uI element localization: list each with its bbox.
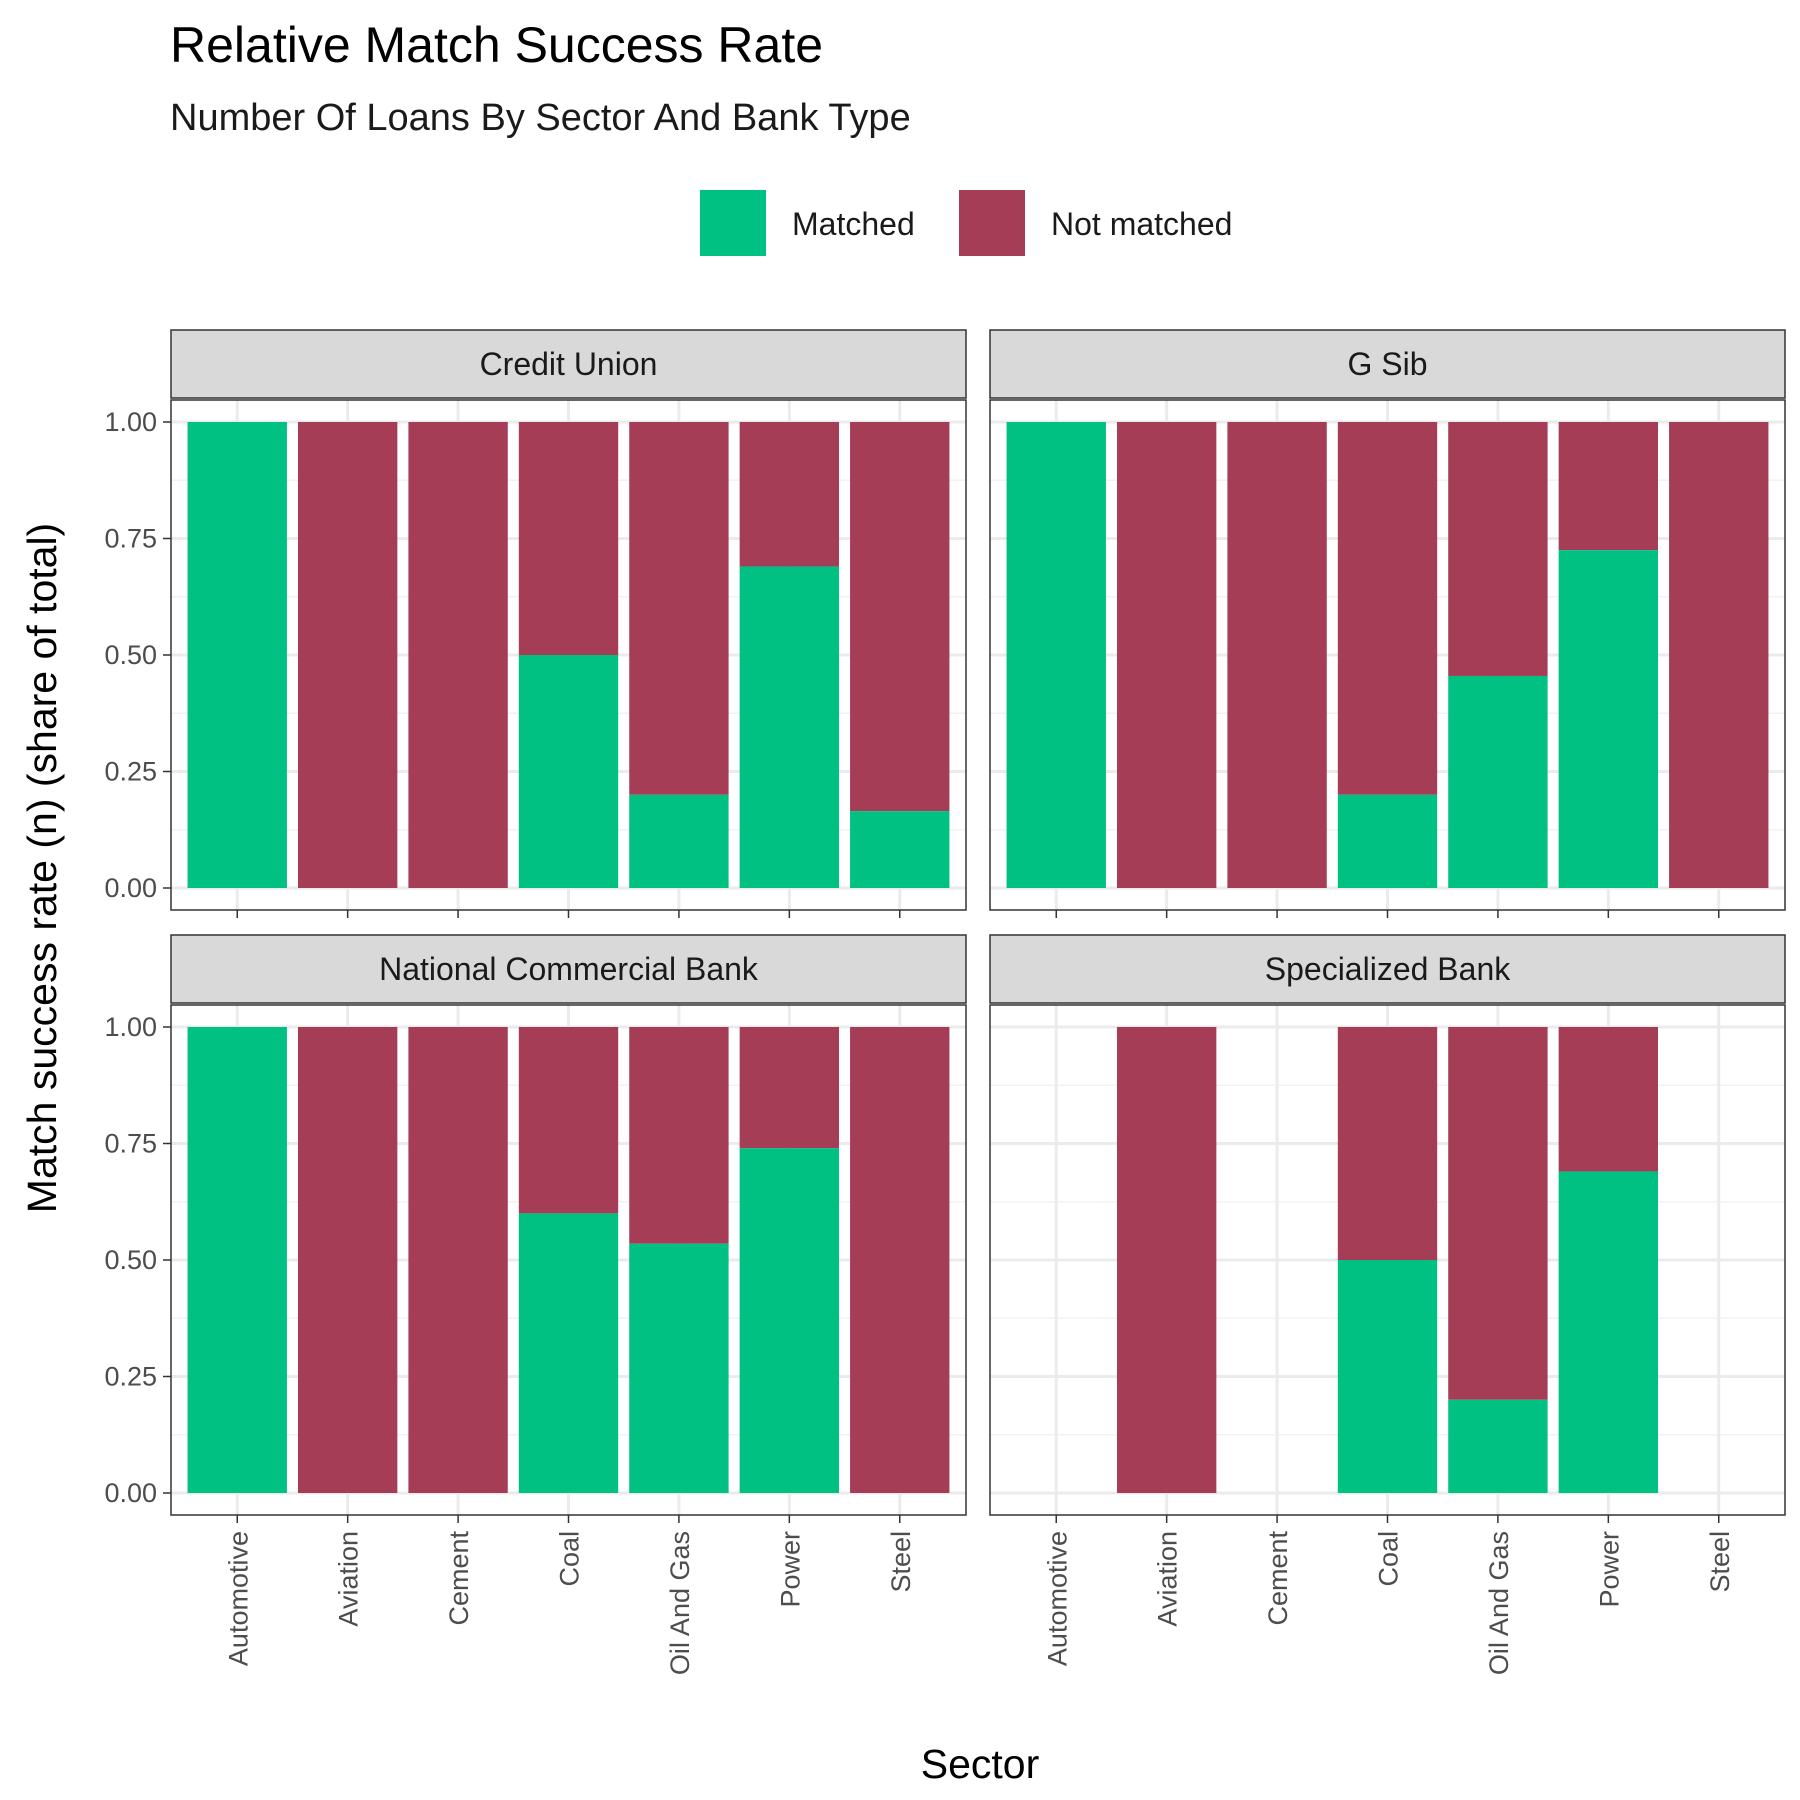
facet-strip [170,329,967,399]
bar-credit-union-oil-and-gas-matched [629,794,729,888]
chart-title: Relative Match Success Rate [170,17,823,73]
bar-g-sib-power-matched [1558,550,1659,888]
bar-specialized-bank-power-not-matched [1558,1027,1659,1172]
bar-g-sib-automotive-matched [1006,422,1106,888]
bar-g-sib-oil-and-gas-matched [1448,675,1548,888]
facet-strip-label: National Commercial Bank [379,951,759,987]
legend-label-matched: Matched [792,206,915,242]
bar-national-commercial-bank-power-matched [739,1148,840,1493]
bar-credit-union-steel-not-matched [850,422,950,812]
bar-national-commercial-bank-cement-not-matched [408,1027,508,1493]
bar-specialized-bank-power-matched [1558,1171,1659,1493]
y-tick-label: 0.00 [104,873,157,903]
x-tick-label: Power [1594,1531,1624,1608]
x-tick-label: Power [775,1531,805,1608]
x-tick-label: Automotive [1042,1531,1072,1666]
bar-credit-union-aviation-not-matched [297,422,398,888]
bar-g-sib-coal-not-matched [1337,422,1438,795]
x-tick-label: Oil And Gas [665,1531,695,1675]
y-tick-label: 0.25 [104,1362,157,1392]
bar-credit-union-steel-matched [850,811,950,888]
x-tick-label: Aviation [334,1531,364,1627]
bar-national-commercial-bank-power-not-matched [739,1027,840,1149]
bar-national-commercial-bank-oil-and-gas-matched [629,1243,729,1493]
bar-national-commercial-bank-coal-not-matched [518,1027,619,1214]
bar-g-sib-oil-and-gas-not-matched [1448,422,1548,676]
y-tick-label: 0.50 [104,640,157,670]
bar-specialized-bank-aviation-not-matched [1116,1027,1217,1493]
y-tick-label: 0.75 [104,524,157,554]
bar-national-commercial-bank-coal-matched [518,1213,619,1493]
facet-strip-label: Specialized Bank [1265,951,1511,987]
y-tick-label: 1.00 [104,1012,157,1042]
y-tick-label: 0.50 [104,1245,157,1275]
bar-g-sib-cement-not-matched [1227,422,1327,888]
x-tick-label: Steel [886,1531,916,1593]
bar-g-sib-coal-matched [1337,794,1438,888]
legend-label-not-matched: Not matched [1051,206,1232,242]
x-tick-label: Oil And Gas [1484,1531,1514,1675]
x-tick-label: Coal [555,1531,585,1587]
facet-strip [989,329,1786,399]
y-tick-label: 0.00 [104,1478,157,1508]
bar-credit-union-power-not-matched [739,422,840,567]
bar-credit-union-coal-not-matched [518,422,619,655]
bar-specialized-bank-coal-matched [1337,1260,1438,1493]
bar-credit-union-automotive-matched [187,422,287,888]
bar-national-commercial-bank-oil-and-gas-not-matched [629,1027,729,1244]
bar-credit-union-cement-not-matched [408,422,508,888]
bar-g-sib-steel-not-matched [1669,422,1769,888]
y-tick-label: 1.00 [104,407,157,437]
facet-panel-g-sib: G Sib [989,329,1786,918]
facet-strip [170,934,967,1004]
facet-strip-label: Credit Union [480,346,658,382]
x-tick-label: Cement [444,1531,474,1626]
legend-swatch-not-matched [959,190,1025,256]
facet-strip-label: G Sib [1347,346,1427,382]
bar-credit-union-coal-matched [518,655,619,888]
x-tick-label: Cement [1263,1531,1293,1626]
facet-panel-credit-union: Credit Union 0.00 0.25 0.50 0.75 1.00 [104,329,967,918]
bar-specialized-bank-oil-and-gas-not-matched [1448,1027,1548,1400]
facet-panel-national-commercial-bank: National Commercial Bank 0.00 0.25 0.50 0.75… [104,934,967,1675]
bar-credit-union-oil-and-gas-not-matched [629,422,729,795]
bar-specialized-bank-coal-not-matched [1337,1027,1438,1260]
y-axis-title: Match success rate (n) (share of total) [19,523,65,1213]
y-tick-label: 0.75 [104,1129,157,1159]
bar-g-sib-aviation-not-matched [1116,422,1217,888]
bar-g-sib-power-not-matched [1558,422,1659,551]
bar-national-commercial-bank-aviation-not-matched [297,1027,398,1493]
facet-panel-specialized-bank: Specialized Bank Automotive Aviation Cement… [989,934,1786,1675]
bar-national-commercial-bank-steel-not-matched [850,1027,950,1493]
bar-national-commercial-bank-automotive-matched [187,1027,287,1493]
legend-swatch-matched [700,190,766,256]
y-tick-label: 0.25 [104,757,157,787]
bar-specialized-bank-oil-and-gas-matched [1448,1399,1548,1493]
legend: Matched Not matched [700,190,1232,256]
bar-credit-union-power-matched [739,566,840,888]
x-tick-label: Aviation [1153,1531,1183,1627]
facet-strip [989,934,1786,1004]
x-axis-title: Sector [921,1741,1040,1787]
x-tick-label: Steel [1705,1531,1735,1593]
facet-panels: Credit Union 0.00 0.25 0.50 0.75 1.00 G Sib Nat… [104,329,1786,1675]
chart-subtitle: Number Of Loans By Sector And Bank Type [170,97,911,139]
x-tick-label: Coal [1374,1531,1404,1587]
x-tick-label: Automotive [223,1531,253,1666]
